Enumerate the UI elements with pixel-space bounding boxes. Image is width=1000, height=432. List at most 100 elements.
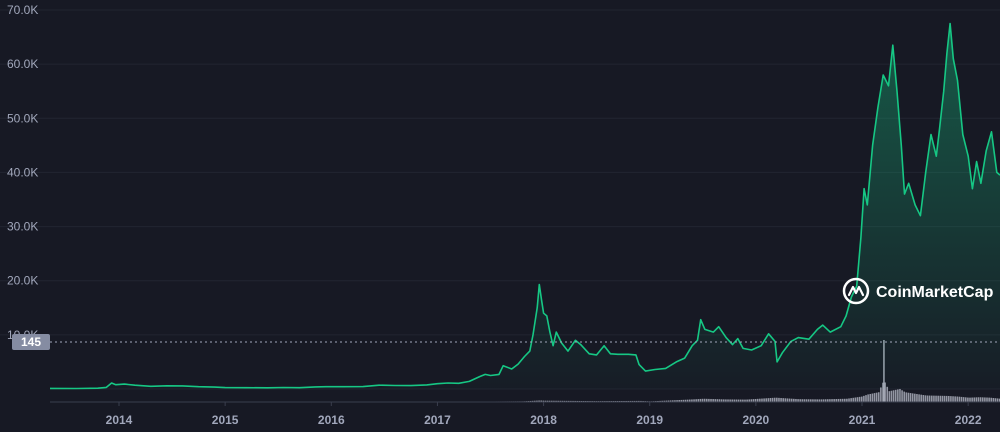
volume-bar [752, 399, 755, 402]
volume-bar [780, 398, 782, 402]
volume-bar [905, 392, 908, 402]
volume-bar [918, 394, 920, 402]
volume-bar [739, 399, 742, 402]
current-price-label: 145 [21, 335, 41, 349]
volume-bar [954, 396, 956, 402]
volume-bar [812, 399, 814, 402]
volume-bar [986, 397, 988, 402]
volume-bar [776, 397, 778, 402]
volume-bar [786, 398, 789, 402]
current-price-badge-bg [12, 334, 50, 350]
volume-bar [935, 395, 937, 402]
volume-bar [529, 400, 532, 402]
volume-bar [553, 400, 555, 402]
volume-bar [928, 395, 931, 402]
volume-bar [911, 393, 914, 402]
volume-bar [536, 400, 538, 402]
x-axis-ticks: 2014 2015 2016 2017 2018 2019 2020 2021 2022 [106, 402, 982, 427]
volume-bar [807, 399, 810, 402]
y-tick-label: 30.0K [7, 220, 38, 234]
volume-bar [956, 396, 959, 402]
volume-bar [538, 400, 540, 402]
volume-bar [712, 399, 714, 402]
volume-bar [863, 395, 865, 402]
volume-bar [659, 400, 661, 402]
volume-bar [969, 397, 971, 402]
volume-bar [748, 399, 751, 402]
volume-bar [544, 400, 547, 402]
volume-bar [826, 399, 829, 402]
volume-bar [778, 397, 780, 402]
x-tick-label: 2019 [636, 413, 663, 427]
volume-bar [971, 397, 973, 402]
volume-bar [629, 400, 632, 402]
volume-bar [843, 398, 846, 402]
volume-bar [635, 400, 638, 402]
volume-bar [967, 397, 969, 402]
volume-bar [829, 399, 831, 402]
watermark-text: CoinMarketCap [876, 284, 994, 301]
volume-bar [737, 399, 740, 402]
volume-bar [884, 382, 886, 402]
volume-bar [920, 394, 922, 402]
volume-bar [531, 400, 534, 402]
x-tick-label: 2021 [849, 413, 876, 427]
volume-bar [837, 398, 840, 402]
volume-bar [565, 400, 568, 402]
volume-bar [814, 399, 816, 402]
volume-bar [625, 400, 627, 402]
volume-bar [994, 398, 997, 402]
volume-bar [674, 400, 676, 402]
volume-bar [952, 396, 954, 402]
volume-bar [555, 400, 557, 402]
volume-bar [761, 398, 763, 402]
volume-bar [782, 398, 785, 402]
volume-bar [943, 395, 946, 402]
volume-bar [799, 399, 801, 402]
volume-bar [710, 398, 712, 402]
volume-bar [822, 399, 825, 402]
volume-bar [570, 400, 572, 402]
volume-bar [824, 399, 827, 402]
volume-bar [892, 390, 895, 402]
volume-bar [973, 397, 976, 402]
price-area-fill [50, 23, 1000, 389]
volume-bar [680, 399, 683, 402]
volume-bar [992, 397, 995, 402]
volume-bar [805, 399, 808, 402]
volume-bar [691, 399, 693, 402]
volume-bar [731, 399, 734, 402]
volume-bar [939, 395, 942, 402]
volume-bar [869, 393, 872, 402]
volume-bar [873, 393, 876, 402]
y-tick-label: 40.0K [7, 165, 38, 179]
volume-bar [759, 398, 761, 402]
volume-bar [981, 397, 984, 402]
x-tick-label: 2018 [530, 413, 557, 427]
volume-bar [833, 399, 835, 402]
volume-bar [771, 397, 774, 402]
volume-bar [926, 395, 929, 402]
volume-bar [561, 400, 564, 402]
volume-bar [797, 399, 799, 402]
volume-bar [665, 400, 668, 402]
volume-bar [801, 399, 804, 402]
volume-bar [578, 400, 581, 402]
volume-bar [708, 398, 710, 402]
volume-bar [988, 397, 990, 402]
volume-bar [684, 399, 687, 402]
volume-bar [623, 400, 625, 402]
volume-bar [638, 400, 640, 402]
volume-bar [962, 397, 965, 402]
volume-bar [688, 399, 691, 402]
volume-bar [697, 399, 700, 402]
volume-bar [669, 400, 672, 402]
volume-bar [933, 395, 935, 402]
volume-bar [903, 391, 906, 402]
x-tick-label: 2017 [424, 413, 451, 427]
coinmarketcap-logo-icon [842, 277, 870, 305]
y-tick-label: 70.0K [7, 3, 38, 17]
volume-bars [50, 340, 1000, 402]
